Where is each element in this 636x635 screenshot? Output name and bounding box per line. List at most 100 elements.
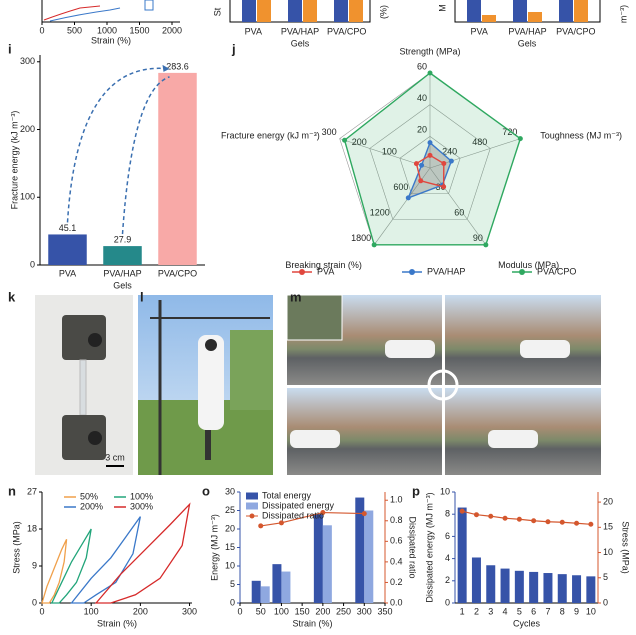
legend-swatch [299, 269, 305, 275]
x-tick-label: 500 [67, 25, 82, 35]
value-label: 45.1 [59, 223, 77, 233]
y-tick-label: 4 [445, 553, 450, 563]
panel-label: l [140, 289, 144, 304]
marker [441, 184, 447, 190]
x-tick-label: 250 [336, 606, 351, 616]
x-tick-label: 0 [237, 606, 242, 616]
y-tick-label: 27 [27, 486, 37, 496]
marker [483, 242, 489, 248]
y2-axis-label: m⁻³) [618, 5, 628, 23]
bar [543, 573, 553, 603]
axis-tick-label: 90 [473, 233, 483, 243]
bar [260, 586, 270, 603]
bar [529, 571, 539, 603]
bar [272, 564, 282, 603]
marker [427, 70, 433, 76]
marker [488, 513, 494, 519]
bar [486, 565, 496, 603]
line [462, 510, 591, 525]
arrowhead [162, 64, 170, 72]
x-tick-label: 50 [256, 606, 266, 616]
y-tick-label: 8 [445, 509, 450, 519]
marker [459, 508, 465, 514]
x-axis-label: Gels [291, 38, 310, 48]
y-tick-label: 9 [32, 560, 37, 570]
x-tick-label: PVA/HAP [103, 268, 141, 278]
x-tick-label: 8 [560, 606, 565, 616]
x-tick-label: 4 [503, 606, 508, 616]
y-axis-label: Stress (MPa) [11, 521, 21, 574]
line [70, 516, 141, 604]
x-tick-label: PVA/HAP [281, 26, 319, 36]
y-tick-label: 20 [225, 523, 235, 533]
x-tick-label: 1 [460, 606, 465, 616]
marker [559, 519, 565, 525]
legend-swatch [246, 502, 258, 510]
marker [517, 136, 523, 142]
marker [405, 195, 411, 201]
y2-tick-label: 20 [603, 496, 613, 506]
photo-l [138, 295, 273, 475]
panel-label: p [412, 483, 420, 498]
axis-tick-label: 60 [454, 208, 464, 218]
line [94, 502, 191, 604]
y-tick-label: 200 [20, 124, 35, 134]
y-axis-label: M [437, 4, 447, 12]
x-tick-label: 1500 [129, 25, 149, 35]
y-tick-label: 30 [225, 486, 235, 496]
y2-tick-label: 0 [603, 597, 608, 607]
legend-swatch [249, 513, 255, 519]
x-tick-label: 150 [295, 606, 310, 616]
value-label: 27.9 [114, 234, 132, 244]
marker [545, 519, 551, 525]
marker [278, 520, 284, 526]
x-tick-label: 0 [39, 606, 44, 616]
axis-tick-label: 240 [442, 147, 457, 157]
legend-label: 50% [80, 491, 98, 501]
y2-axis-label: Dissipated ratio [408, 516, 418, 578]
x-tick-label: 10 [586, 606, 596, 616]
y-tick-label: 0 [30, 259, 35, 269]
marker [516, 516, 522, 522]
y-tick-label: 100 [20, 192, 35, 202]
marker [418, 178, 424, 184]
marker [502, 515, 508, 521]
value-label: 283.6 [166, 61, 189, 71]
panel-label: o [202, 483, 210, 498]
legend-label: Dissipated ratio [262, 510, 324, 520]
bar [48, 234, 87, 265]
legend-swatch [246, 492, 258, 500]
panel-label: i [8, 41, 12, 56]
x-axis-label: Strain (%) [97, 618, 137, 628]
radar-line [415, 154, 445, 188]
y-tick-label: 18 [27, 523, 37, 533]
bar [572, 575, 582, 603]
bar [322, 525, 332, 603]
y2-tick-label: 5 [603, 572, 608, 582]
x-axis-label: Gels [113, 280, 132, 290]
marker [588, 521, 594, 527]
marker [574, 520, 580, 526]
y-axis-label: Dissipated energy (MJ m⁻³) [424, 492, 434, 602]
marker [531, 518, 537, 524]
axis-tick-label: 600 [393, 182, 408, 192]
axis-name: Toughness (MJ m⁻³) [540, 131, 622, 141]
x-tick-label: PVA/CPO [327, 26, 366, 36]
x-axis-label: Strain (%) [292, 618, 332, 628]
legend-label: Total energy [262, 490, 312, 500]
y-tick-label: 0 [230, 597, 235, 607]
y-tick-label: 10 [440, 486, 450, 496]
y-tick-label: 10 [225, 560, 235, 570]
x-tick-label: PVA [470, 26, 487, 36]
marker [342, 137, 348, 143]
top-bars [242, 0, 588, 22]
y2-tick-label: 0.2 [390, 577, 403, 587]
photo-k [35, 295, 133, 475]
marker [419, 162, 425, 168]
x-axis-label: Gels [518, 38, 537, 48]
legend-label: 300% [130, 501, 153, 511]
x-tick-label: PVA/HAP [508, 26, 546, 36]
x-axis-label: Strain (%) [91, 35, 131, 45]
x-tick-label: 3 [488, 606, 493, 616]
axis-tick-label: 720 [502, 127, 517, 137]
